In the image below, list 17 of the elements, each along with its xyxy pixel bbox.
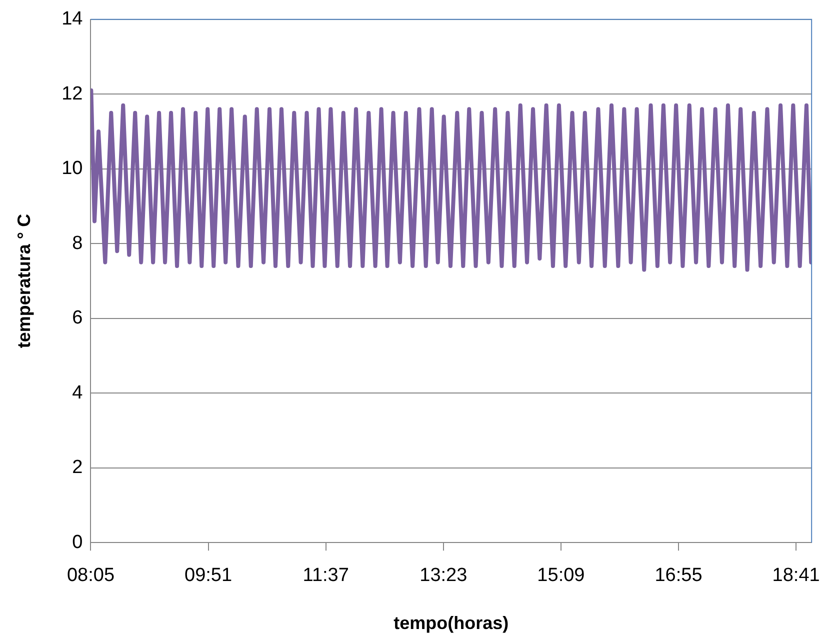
y-tick-label: 14: [62, 8, 84, 30]
y-tick-label: 6: [72, 308, 83, 329]
y-tick-label: 8: [72, 232, 83, 254]
x-tick-label: 13:23: [420, 565, 468, 586]
y-axis-title: temperatura ° C: [14, 214, 34, 348]
y-tick-label: 0: [72, 532, 83, 553]
y-tick-label: 12: [62, 83, 83, 104]
x-axis-title: tempo(horas): [394, 613, 509, 634]
x-tick-label: 11:37: [302, 565, 349, 586]
x-tick-label: 18:41: [772, 565, 820, 586]
y-tick-label: 2: [72, 457, 83, 478]
y-tick-label: 10: [62, 158, 83, 180]
x-tick-label: 16:55: [654, 565, 702, 586]
x-tick-label: 09:51: [184, 565, 232, 586]
y-tick-label: 4: [72, 382, 84, 404]
x-tick-label: 15:09: [537, 565, 585, 586]
x-tick-label: 08:05: [66, 565, 115, 586]
